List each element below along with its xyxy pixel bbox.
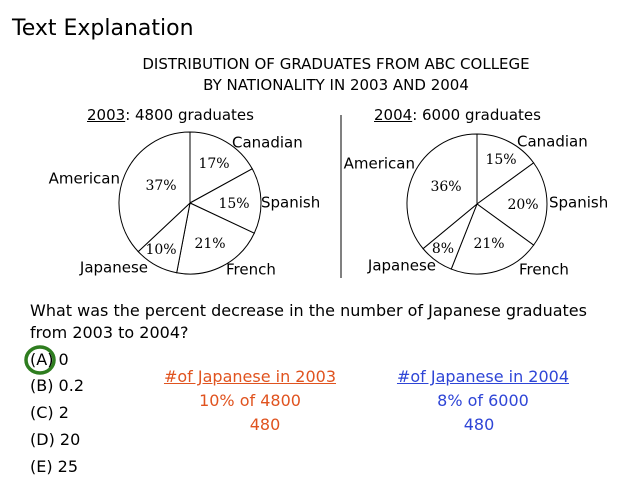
answer-highlight-circle [24, 345, 56, 375]
slice-name-label: Japanese [367, 257, 436, 275]
slice-percent-label: 15% [485, 152, 516, 168]
slice-percent-label: 36% [430, 179, 461, 195]
slice-name-label: Spanish [261, 194, 320, 212]
slice-name-label: Japanese [79, 259, 148, 277]
slice-percent-label: 21% [473, 236, 504, 252]
slice-name-label: Canadian [232, 134, 303, 152]
pie-2004-header: 2004: 6000 graduates [374, 106, 541, 124]
slice-name-label: Spanish [549, 194, 608, 212]
choice-c[interactable]: (C) 2 [30, 403, 69, 422]
page-heading: Text Explanation [12, 16, 194, 41]
slice-percent-label: 15% [218, 196, 249, 212]
choice-d[interactable]: (D) 20 [30, 430, 81, 449]
work-2003-line2: 480 [249, 415, 281, 434]
slice-name-label: French [519, 261, 569, 279]
question-text: What was the percent decrease in the num… [30, 301, 587, 342]
chart-title-line-2: BY NATIONALITY IN 2003 AND 2004 [203, 76, 469, 94]
slice-name-label: Canadian [517, 133, 588, 151]
pie-chart-2004: 15%Canadian 20% Spanish 21% French 8%Japanese… [344, 133, 609, 279]
year-2003: 2003 [87, 106, 126, 124]
pie-chart-2003: 17%Canadian 15% Spanish 21%French 10%Japanes… [49, 131, 320, 279]
work-2004-line1: 8% of 6000 [437, 391, 529, 410]
pie-2003-total: : 4800 graduates [125, 106, 254, 124]
pie-2003-header: 2003: 4800 graduates [87, 106, 254, 124]
pie-slice-canadian [476, 133, 535, 205]
pie-slice-american [118, 131, 191, 253]
choice-e[interactable]: (E) 25 [30, 457, 79, 476]
work-2003-title: #of Japanese in 2003 [163, 367, 337, 386]
choice-a[interactable]: (A) 0 [30, 350, 69, 369]
pie-2004-total: : 6000 graduates [412, 106, 541, 124]
chart-title-line-1: DISTRIBUTION OF GRADUATES FROM ABC COLLE… [142, 55, 530, 73]
pie-slice-canadian [189, 131, 253, 204]
slice-percent-label: 10% [145, 242, 176, 258]
pie-slice-spanish [188, 168, 262, 234]
work-2003-line1: 10% of 4800 [199, 391, 301, 410]
pie-slice-french [450, 203, 535, 275]
slice-name-label: American [344, 155, 415, 173]
slice-percent-label: 21% [194, 236, 225, 252]
slice-percent-label: 17% [198, 156, 229, 172]
slice-percent-label: 8% [432, 241, 454, 257]
slice-percent-label: 20% [507, 197, 538, 213]
year-2004: 2004 [374, 106, 413, 124]
work-2004-title: #of Japanese in 2004 [396, 367, 570, 386]
slice-name-label: American [49, 170, 120, 188]
pie-slice-spanish [476, 162, 548, 246]
work-2004-line2: 480 [463, 415, 495, 434]
pie-slice-french [176, 202, 255, 275]
slice-name-label: French [226, 261, 276, 279]
pie-slice-american [406, 133, 478, 250]
choice-b[interactable]: (B) 0.2 [30, 376, 84, 395]
slice-percent-label: 37% [145, 178, 176, 194]
